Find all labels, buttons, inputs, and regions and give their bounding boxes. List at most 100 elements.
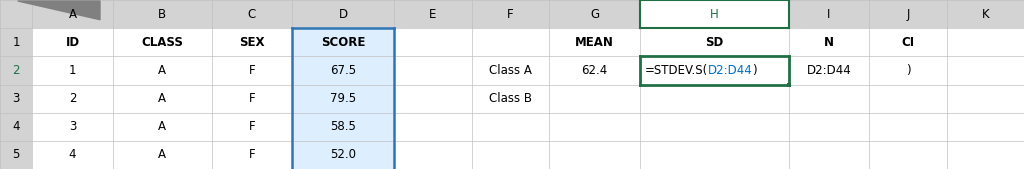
Bar — [292, 113, 394, 141]
Bar — [788, 0, 869, 28]
Text: N: N — [824, 36, 834, 49]
Text: A: A — [69, 8, 77, 21]
Bar — [394, 56, 472, 84]
Bar — [640, 56, 788, 84]
Text: =STDEV.S(: =STDEV.S( — [644, 64, 708, 77]
Text: 3: 3 — [69, 120, 76, 133]
Bar — [869, 84, 946, 113]
Bar — [946, 56, 1024, 84]
Bar — [292, 141, 394, 169]
Text: SCORE: SCORE — [322, 36, 366, 49]
Text: 5: 5 — [12, 148, 19, 161]
Bar — [212, 141, 292, 169]
Text: D2:D44: D2:D44 — [708, 64, 753, 77]
Text: C: C — [248, 8, 256, 21]
Text: Class A: Class A — [488, 64, 531, 77]
Text: 79.5: 79.5 — [331, 92, 356, 105]
Text: SD: SD — [706, 36, 724, 49]
Text: Class B: Class B — [488, 92, 531, 105]
Bar — [212, 113, 292, 141]
Bar — [0, 113, 32, 141]
Bar — [869, 0, 946, 28]
Bar — [292, 28, 394, 56]
Bar — [472, 84, 549, 113]
Text: H: H — [711, 8, 719, 21]
Text: B: B — [158, 8, 166, 21]
Bar — [113, 84, 212, 113]
Bar — [394, 28, 472, 56]
Bar — [32, 141, 113, 169]
Bar — [0, 28, 32, 56]
Bar — [946, 113, 1024, 141]
Bar — [292, 84, 394, 113]
Text: CI: CI — [901, 36, 914, 49]
Bar — [786, 82, 791, 87]
Bar — [788, 113, 869, 141]
Text: ID: ID — [66, 36, 80, 49]
Bar — [788, 56, 869, 84]
Text: ): ) — [753, 64, 757, 77]
Bar — [32, 0, 113, 28]
Bar — [32, 28, 113, 56]
Bar — [549, 84, 640, 113]
Bar — [394, 0, 472, 28]
Text: 1: 1 — [12, 36, 19, 49]
Bar — [212, 0, 292, 28]
Bar — [869, 113, 946, 141]
Bar — [549, 113, 640, 141]
Bar — [869, 56, 946, 84]
Bar — [549, 141, 640, 169]
Bar — [869, 141, 946, 169]
Bar — [640, 0, 788, 28]
Bar — [549, 0, 640, 28]
Text: 2: 2 — [12, 64, 19, 77]
Bar — [788, 28, 869, 56]
Text: D2:D44: D2:D44 — [807, 64, 851, 77]
Text: D: D — [339, 8, 348, 21]
Bar — [32, 56, 113, 84]
Bar — [0, 84, 32, 113]
Bar — [394, 113, 472, 141]
Text: A: A — [159, 64, 166, 77]
Text: CLASS: CLASS — [141, 36, 183, 49]
Bar — [869, 28, 946, 56]
Bar — [788, 84, 869, 113]
Text: I: I — [827, 8, 830, 21]
Text: F: F — [507, 8, 514, 21]
Text: E: E — [429, 8, 436, 21]
Text: 4: 4 — [12, 120, 19, 133]
Bar — [472, 56, 549, 84]
Text: 62.4: 62.4 — [582, 64, 608, 77]
Bar — [946, 0, 1024, 28]
Bar — [549, 56, 640, 84]
Text: 2: 2 — [69, 92, 76, 105]
Bar — [292, 0, 394, 28]
Bar — [0, 141, 32, 169]
Polygon shape — [17, 1, 100, 20]
Bar — [212, 56, 292, 84]
Bar — [640, 113, 788, 141]
Text: SEX: SEX — [240, 36, 265, 49]
Text: A: A — [159, 92, 166, 105]
Bar — [32, 84, 113, 113]
Text: 58.5: 58.5 — [331, 120, 356, 133]
Bar — [549, 28, 640, 56]
Text: 52.0: 52.0 — [331, 148, 356, 161]
Bar — [640, 28, 788, 56]
Bar — [113, 141, 212, 169]
Bar — [472, 28, 549, 56]
Text: A: A — [159, 120, 166, 133]
Bar — [640, 141, 788, 169]
Text: MEAN: MEAN — [575, 36, 614, 49]
Bar — [113, 113, 212, 141]
Text: F: F — [249, 64, 255, 77]
Text: F: F — [249, 92, 255, 105]
Text: F: F — [249, 120, 255, 133]
Text: 67.5: 67.5 — [331, 64, 356, 77]
Bar — [212, 28, 292, 56]
Bar — [212, 84, 292, 113]
Text: 1: 1 — [69, 64, 76, 77]
Text: J: J — [906, 8, 909, 21]
Bar — [640, 84, 788, 113]
Bar — [0, 0, 32, 28]
